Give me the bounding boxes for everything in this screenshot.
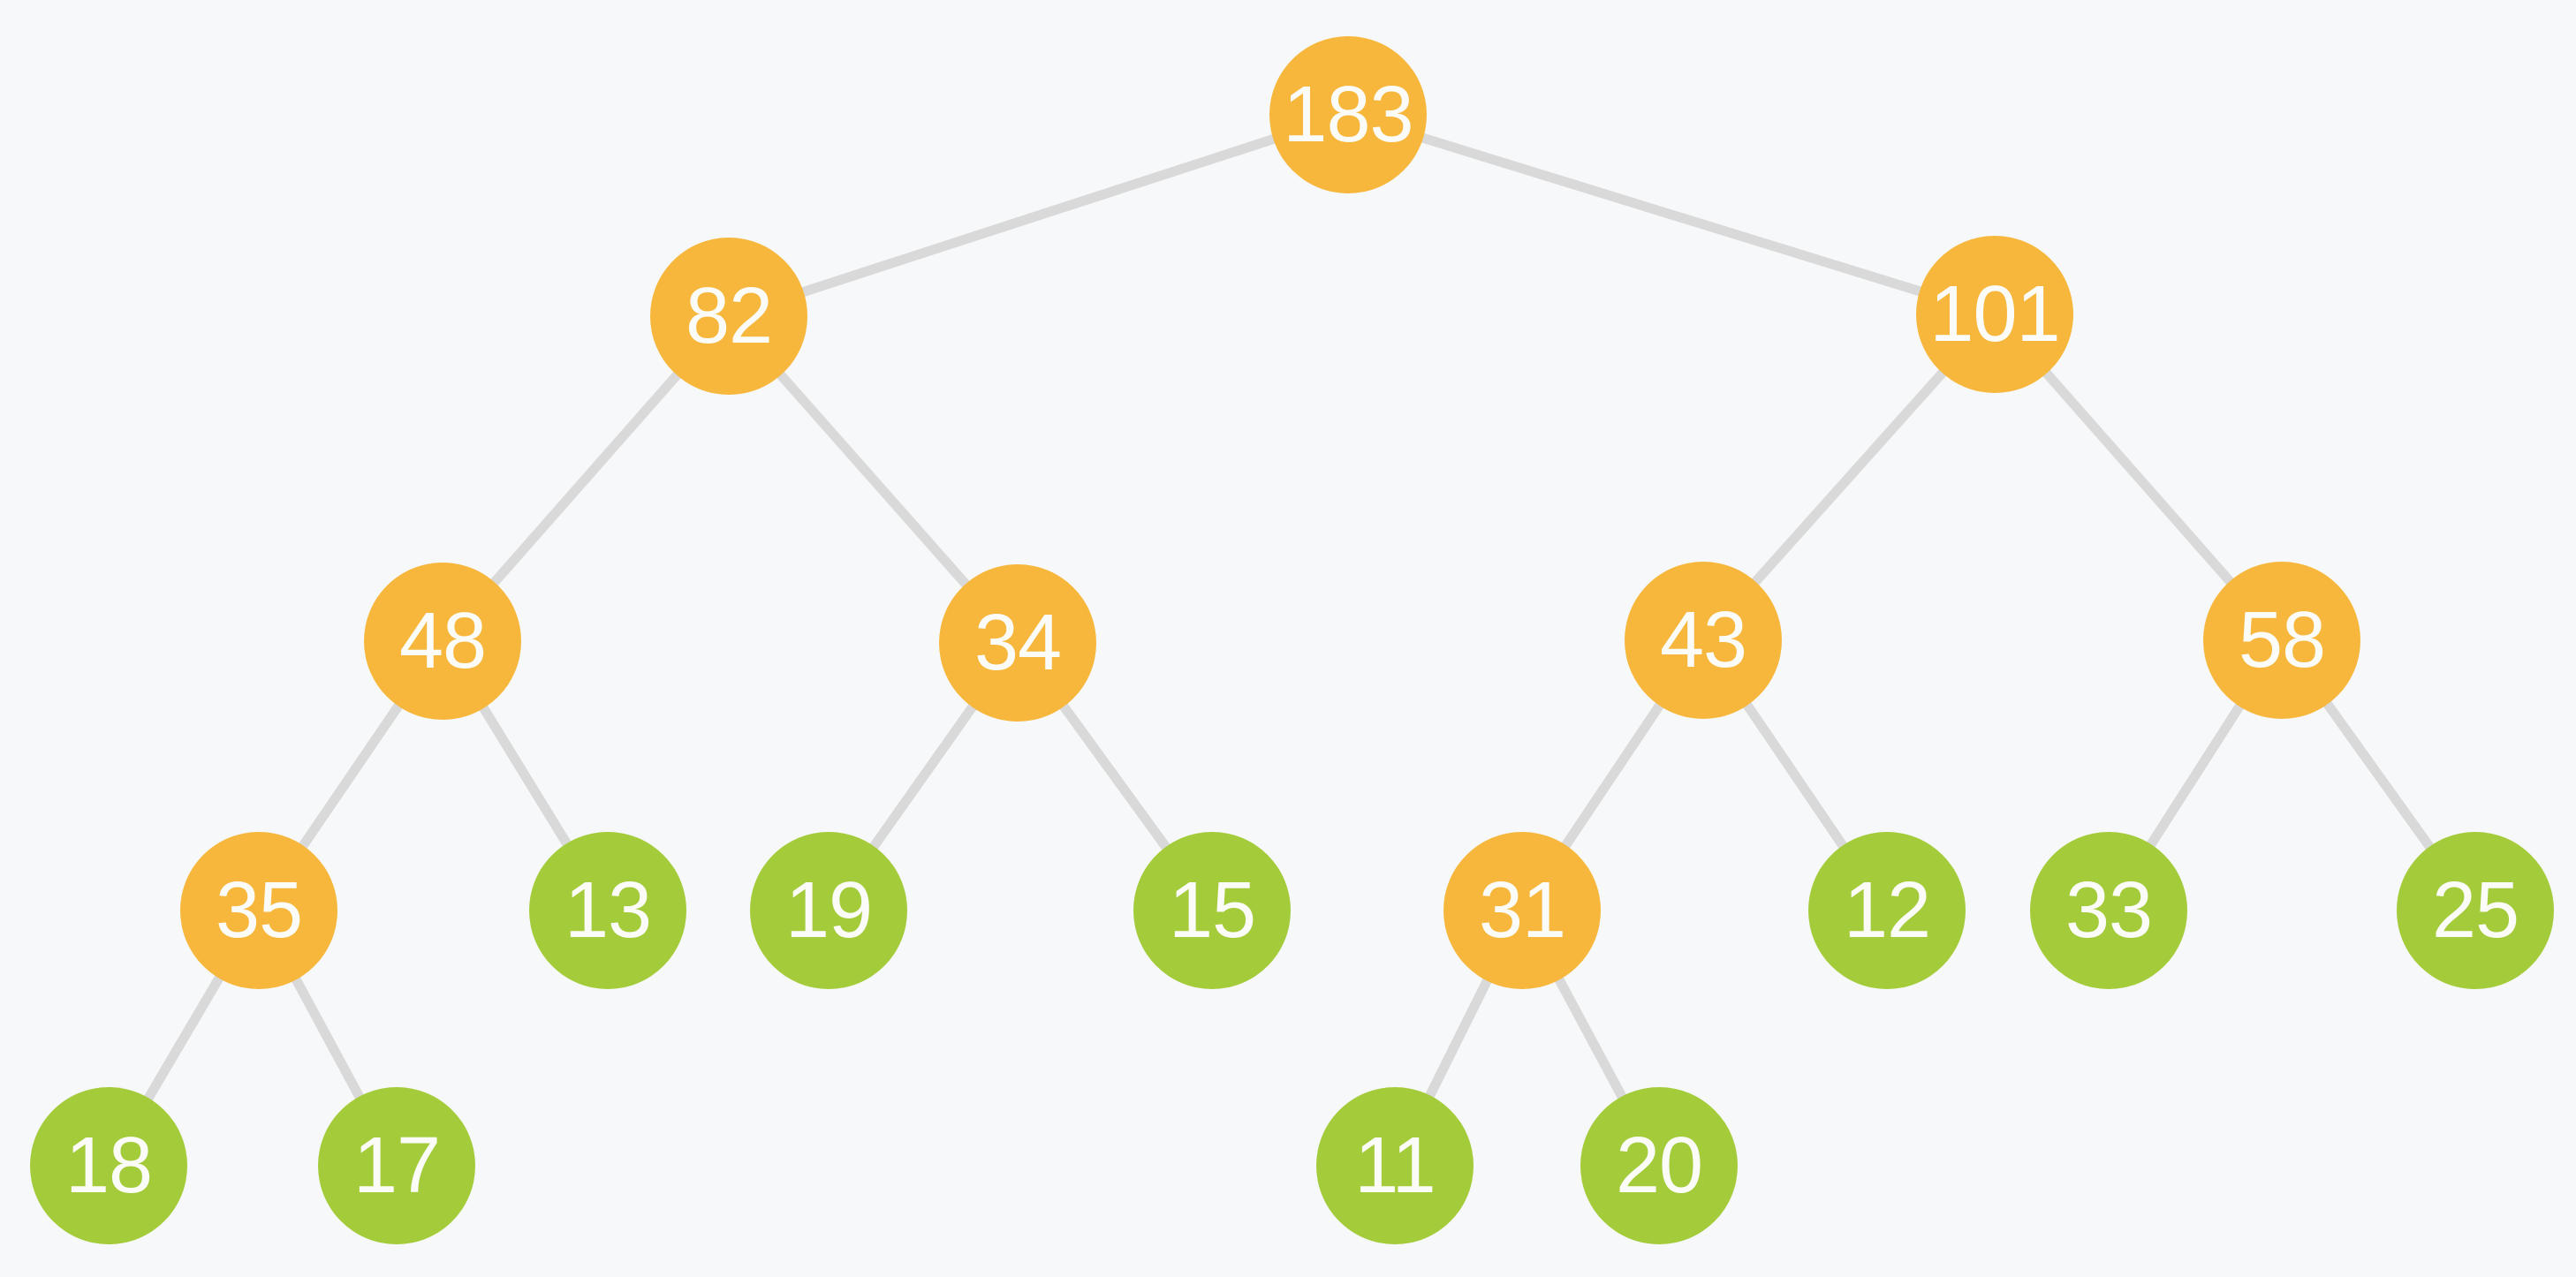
tree-node-20: 20 (1580, 1087, 1738, 1244)
tree-node-35: 35 (180, 832, 337, 989)
tree-node-17: 17 (318, 1087, 475, 1244)
tree-node-34: 34 (939, 564, 1096, 722)
tree-node-12: 12 (1808, 832, 1966, 989)
tree-node-15: 15 (1133, 832, 1291, 989)
tree-node-183: 183 (1269, 36, 1427, 193)
tree-node-48: 48 (364, 563, 521, 720)
tree-node-18: 18 (30, 1087, 187, 1244)
tree-node-19: 19 (750, 832, 907, 989)
tree-node-58: 58 (2203, 562, 2360, 719)
tree-node-101: 101 (1916, 236, 2073, 393)
tree-node-13: 13 (529, 832, 686, 989)
tree-node-43: 43 (1625, 562, 1782, 719)
tree-node-11: 11 (1316, 1087, 1474, 1244)
tree-node-25: 25 (2397, 832, 2554, 989)
tree-node-82: 82 (650, 238, 807, 395)
tree-node-33: 33 (2030, 832, 2187, 989)
tree-edge-183-82 (727, 110, 1350, 321)
tree-edge-183-101 (1346, 110, 1996, 320)
tree-node-31: 31 (1443, 832, 1601, 989)
